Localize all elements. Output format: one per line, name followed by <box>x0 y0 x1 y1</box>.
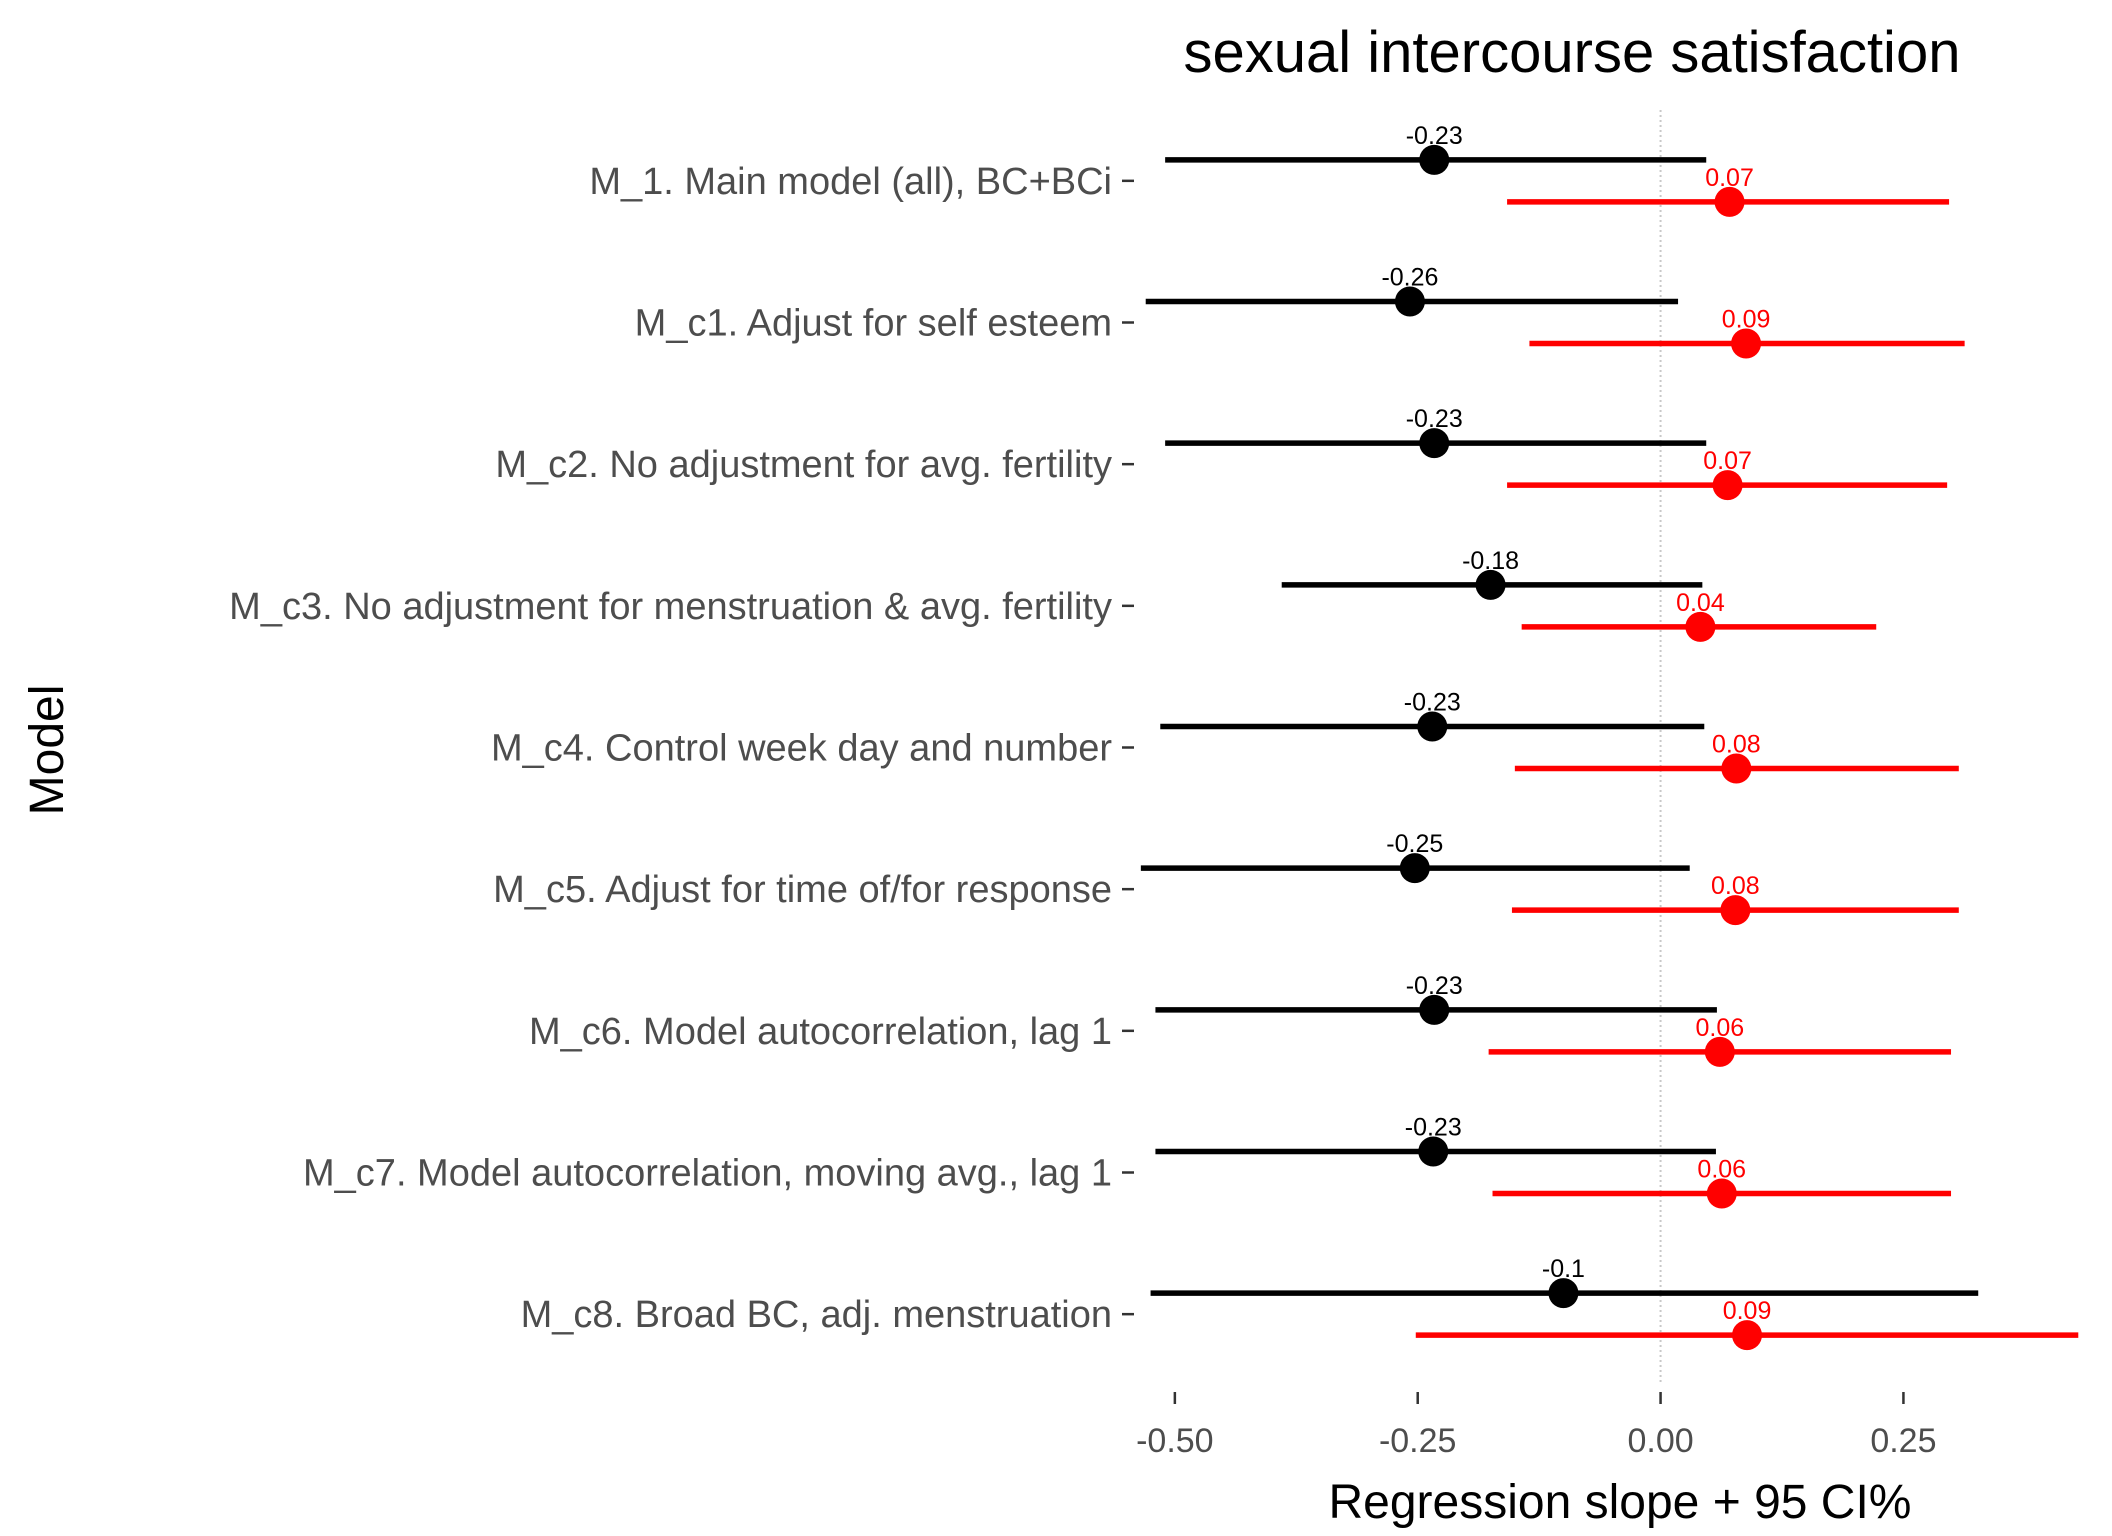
model-label: M_c3. No adjustment for menstruation & a… <box>229 586 1112 628</box>
estimate-value-label: 0.09 <box>1723 1297 1772 1325</box>
estimate-value-label: -0.1 <box>1542 1255 1585 1283</box>
y-axis-title: Model <box>21 685 74 816</box>
x-axis-title: Regression slope + 95 CI% <box>1329 1476 1912 1529</box>
estimate-value-label: 0.06 <box>1695 1014 1744 1042</box>
estimate-point <box>1548 1278 1579 1309</box>
estimate-value-label: -0.23 <box>1406 972 1463 1000</box>
estimate-point <box>1418 1136 1449 1167</box>
estimate-value-label: -0.26 <box>1381 264 1438 292</box>
model-label: M_c4. Control week day and number <box>491 728 1112 770</box>
model-label: M_1. Main model (all), BC+BCi <box>589 161 1112 203</box>
estimate-point <box>1419 994 1450 1025</box>
model-label: M_c7. Model autocorrelation, moving avg.… <box>303 1153 1112 1195</box>
estimate-value-label: 0.06 <box>1697 1156 1746 1184</box>
estimate-point <box>1394 286 1425 317</box>
estimate-value-label: -0.23 <box>1405 1114 1462 1142</box>
estimate-point <box>1706 1178 1737 1209</box>
estimate-value-label: 0.08 <box>1711 872 1760 900</box>
estimate-point <box>1417 711 1448 742</box>
x-tick-label: 0.25 <box>1870 1422 1936 1460</box>
estimate-value-label: -0.18 <box>1462 547 1519 575</box>
estimate-value-label: -0.23 <box>1404 689 1461 717</box>
plot-area: M_1. Main model (all), BC+BCi M_c1. Adjus… <box>229 110 2079 1460</box>
x-tick-label: -0.50 <box>1136 1422 1214 1460</box>
estimate-point <box>1685 611 1716 642</box>
chart-title: sexual intercourse satisfaction <box>1184 20 1961 85</box>
estimate-point <box>1732 1320 1763 1351</box>
estimate-value-label: -0.25 <box>1386 830 1443 858</box>
estimate-value-label: -0.23 <box>1406 122 1463 150</box>
estimate-point <box>1712 470 1743 501</box>
model-label: M_c2. No adjustment for avg. fertility <box>495 444 1112 486</box>
estimate-point <box>1704 1036 1735 1067</box>
x-tick-label: 0.00 <box>1627 1422 1693 1460</box>
x-tick-label: -0.25 <box>1379 1422 1457 1460</box>
estimate-point <box>1714 186 1745 217</box>
estimate-point <box>1720 895 1751 926</box>
estimate-value-label: -0.23 <box>1406 405 1463 433</box>
model-label: M_c1. Adjust for self esteem <box>635 303 1112 345</box>
estimate-point <box>1731 328 1762 359</box>
estimate-value-label: 0.09 <box>1722 306 1771 334</box>
estimate-point <box>1475 569 1506 600</box>
estimate-point <box>1399 853 1430 884</box>
estimate-value-label: 0.07 <box>1705 164 1754 192</box>
model-label: M_c6. Model autocorrelation, lag 1 <box>529 1011 1112 1053</box>
model-label: M_c8. Broad BC, adj. menstruation <box>521 1294 1112 1336</box>
model-label: M_c5. Adjust for time of/for response <box>493 869 1112 911</box>
estimate-value-label: 0.04 <box>1676 589 1725 617</box>
estimate-point <box>1721 753 1752 784</box>
estimate-value-label: 0.08 <box>1712 731 1761 759</box>
estimate-point <box>1419 428 1450 459</box>
estimate-point <box>1419 144 1450 175</box>
estimate-value-label: 0.07 <box>1703 447 1752 475</box>
